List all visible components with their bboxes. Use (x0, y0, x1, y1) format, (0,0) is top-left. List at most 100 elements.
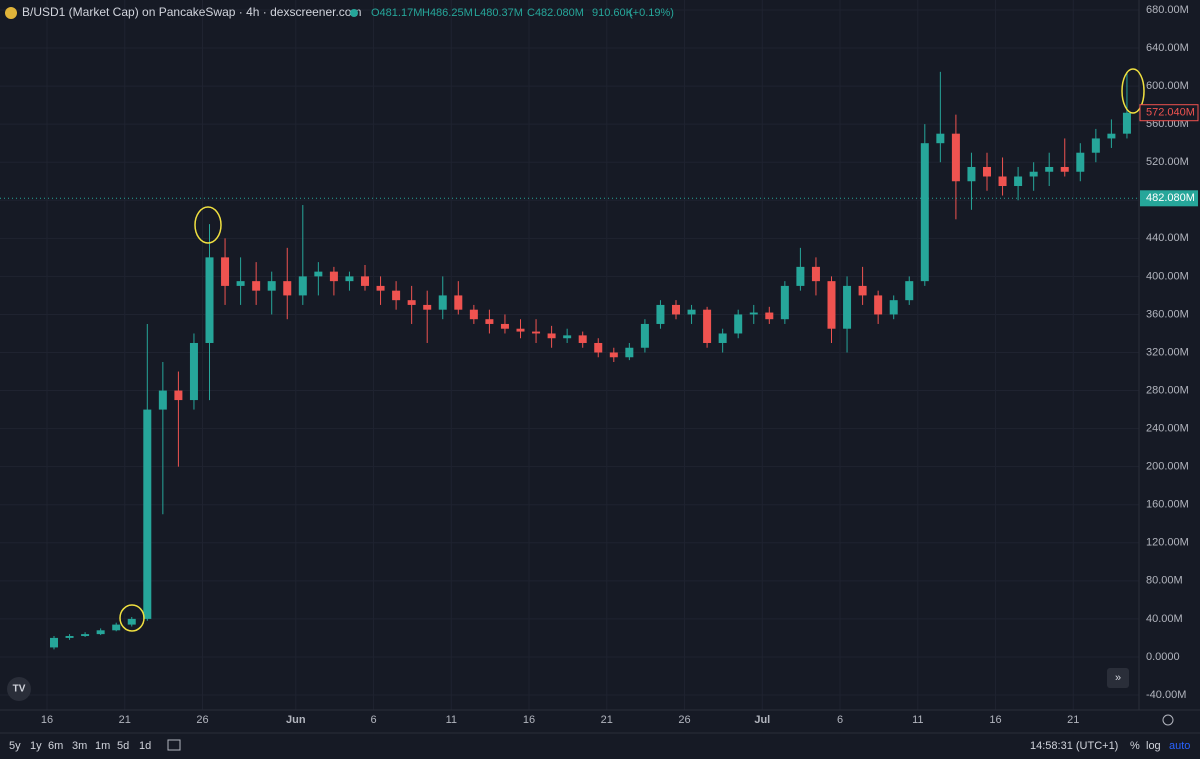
ohlc-volume: 910.60K (592, 7, 634, 19)
candle-body (1014, 176, 1023, 187)
marked-price-box (1139, 104, 1199, 122)
y-tick-label: 320.00M (1146, 346, 1189, 358)
ohlc-change: (+0.19%) (629, 7, 674, 19)
candle-body (983, 166, 991, 177)
y-tick-label: 640.00M (1146, 42, 1189, 54)
logo-mark: TV (13, 684, 26, 695)
candle-body (1091, 138, 1100, 153)
y-tick-label: 600.00M (1146, 80, 1189, 92)
candle-body (65, 636, 74, 638)
candle-body (127, 618, 136, 625)
candle-body (967, 166, 976, 182)
plot (50, 71, 1131, 650)
candle-body (485, 319, 494, 324)
x-tick-label: 16 (989, 714, 1001, 726)
x-tick-label: 26 (678, 714, 690, 726)
candle-body (267, 281, 276, 291)
candle-body (1076, 152, 1085, 172)
annotation-circle (1121, 68, 1145, 114)
y-tick-label: 120.00M (1146, 537, 1189, 549)
candle-body (500, 323, 509, 329)
settings-icon[interactable] (1162, 714, 1174, 726)
x-tick-label: Jun (286, 714, 306, 726)
candle-body (703, 309, 712, 343)
candle-body (50, 637, 58, 648)
y-tick-label: 240.00M (1146, 423, 1189, 435)
candle-body (578, 335, 587, 343)
range-button[interactable]: 5y (9, 740, 21, 752)
candle-body (1122, 112, 1131, 134)
candle-body (469, 309, 478, 320)
scroll-button[interactable] (1107, 668, 1129, 688)
x-tick-label: 16 (41, 714, 53, 726)
candle-body (532, 331, 541, 334)
ohlc-open: O481.17M (371, 7, 422, 19)
range-button[interactable]: 6m (48, 740, 63, 752)
x-tick-label: Jul (754, 714, 770, 726)
candle-body (1107, 133, 1116, 139)
ohlc-low: L480.37M (474, 7, 523, 19)
y-tick-label: 520.00M (1146, 156, 1189, 168)
candle-body (516, 328, 525, 332)
candle-body (1060, 166, 1069, 172)
range-button[interactable]: 5d (117, 740, 129, 752)
candle-body (874, 295, 883, 315)
candle-body (81, 634, 90, 637)
range-button[interactable]: 3m (72, 740, 87, 752)
x-tick-label: 21 (601, 714, 613, 726)
candle-body (392, 290, 401, 301)
scroll-icon[interactable]: » (1115, 672, 1121, 684)
logo (7, 677, 31, 701)
current-price-label: 482.080M (1146, 192, 1195, 204)
candle-body (827, 281, 836, 329)
candle-body (936, 133, 945, 144)
candle-body (718, 333, 727, 343)
auto-toggle[interactable]: auto (1169, 740, 1190, 752)
candle-body (96, 630, 105, 635)
candle-body (905, 281, 914, 301)
candle-body (843, 285, 852, 329)
candle-body (236, 281, 245, 286)
candle-body (749, 312, 758, 315)
range-button[interactable]: 1y (30, 740, 42, 752)
token-icon (5, 7, 17, 19)
candle-body (407, 300, 416, 305)
candle-body (734, 314, 743, 334)
y-tick-label: 680.00M (1146, 4, 1189, 16)
x-tick-label: 21 (119, 714, 131, 726)
x-tick-label: 6 (370, 714, 376, 726)
candle-body (376, 285, 385, 291)
candle-body (174, 390, 183, 401)
y-tick-label: 400.00M (1146, 270, 1189, 282)
toolbar: 5y 1y 6m 3m 1m 5d 1d (9, 740, 151, 752)
current-price-box (1140, 190, 1198, 207)
grid (0, 0, 1139, 710)
candle-body (361, 276, 369, 286)
candle-body (640, 323, 649, 348)
range-button[interactable]: 1m (95, 740, 110, 752)
candle-body (112, 624, 121, 631)
candle-body (765, 312, 774, 320)
candle-body (423, 304, 432, 310)
candle-body (252, 281, 261, 291)
range-button[interactable]: 1d (139, 740, 151, 752)
y-tick-label: 80.00M (1146, 575, 1183, 587)
percent-toggle[interactable]: % (1130, 740, 1140, 752)
marked-price-label: 572.040M (1146, 107, 1195, 119)
candle-body (687, 309, 696, 315)
y-tick-label: 360.00M (1146, 308, 1189, 320)
date-range-icon[interactable] (167, 739, 181, 751)
candle-body (298, 276, 307, 296)
y-tick-label: 160.00M (1146, 499, 1189, 511)
log-toggle[interactable]: log (1146, 740, 1161, 752)
x-tick-label: 26 (196, 714, 208, 726)
candle-body (625, 347, 634, 358)
candle-body (889, 300, 898, 315)
candle-body (672, 304, 680, 315)
chart-title: B/USD1 (Market Cap) on PancakeSwap · 4h … (22, 5, 361, 19)
candle-body (998, 176, 1007, 187)
candle-body (314, 271, 323, 277)
candle-body (920, 143, 929, 282)
